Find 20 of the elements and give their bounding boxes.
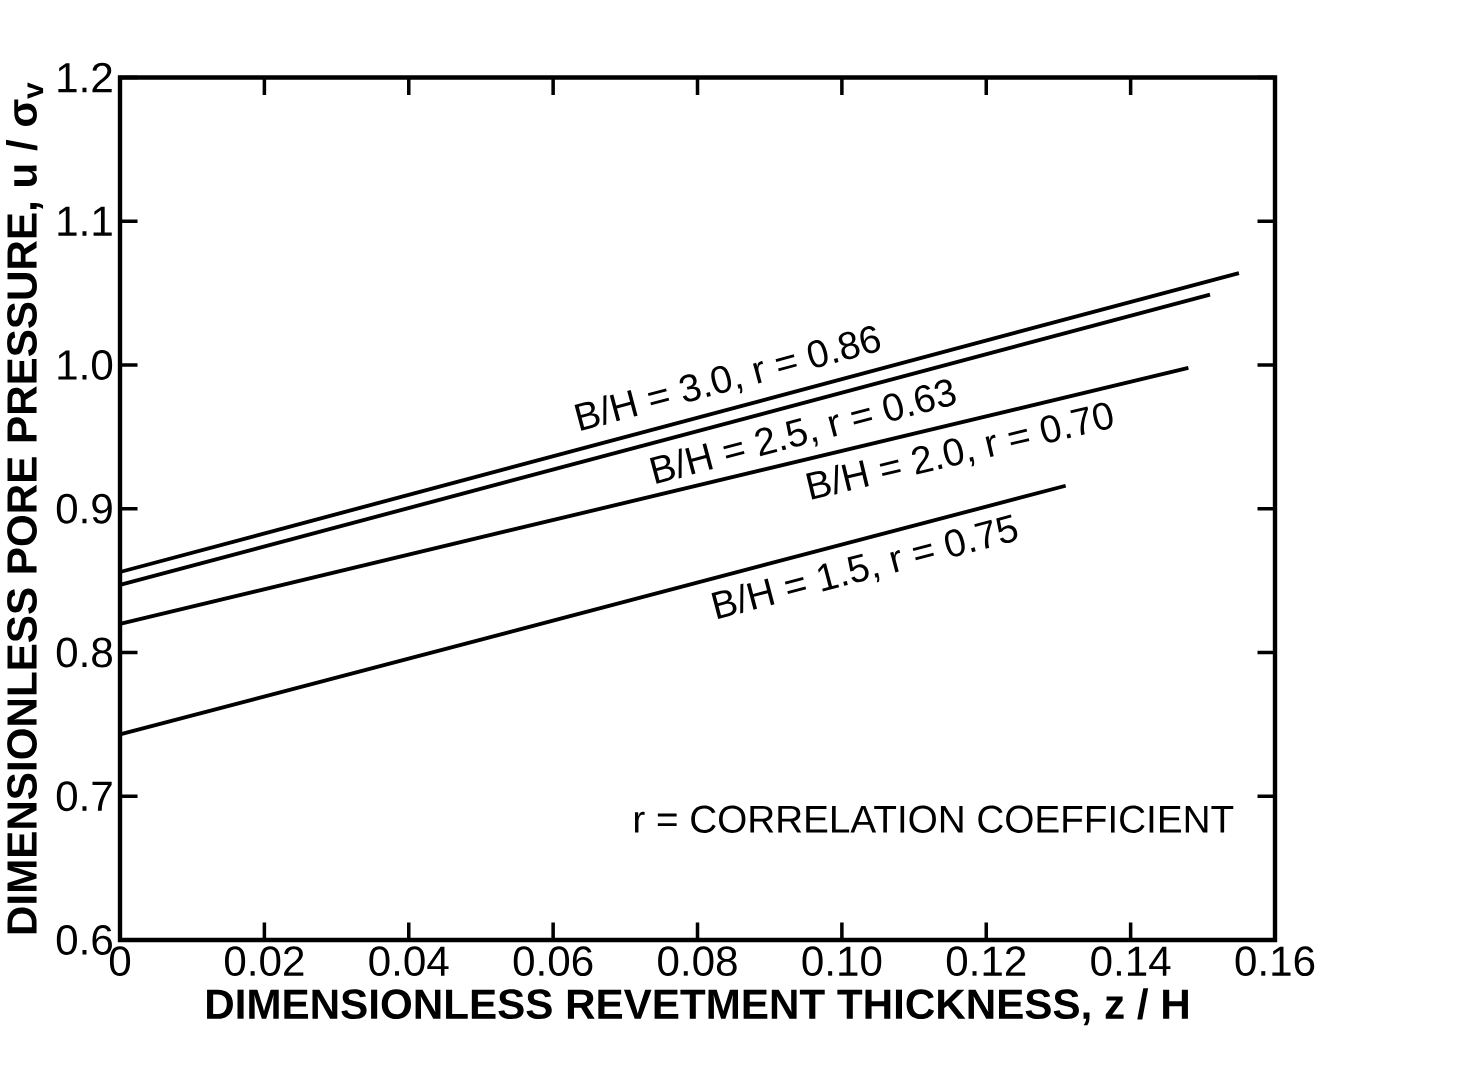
annotation: r = CORRELATION COEFFICIENT (634, 805, 1234, 834)
x-tick-label: 0.04 (369, 946, 449, 977)
x-tick-label: 0.10 (802, 946, 882, 977)
y-tick-label: 0.8 (56, 637, 112, 668)
text: B/H = 1.5, r = 0.75 (711, 514, 1018, 620)
x-tick-label: 0.08 (658, 946, 737, 977)
x-axis-title: DIMENSIONLESS REVETMENT THICKNESS, z / H (207, 988, 1188, 1026)
y-tick-label: 0.9 (56, 494, 112, 524)
x-tick-label: 0 (109, 946, 131, 977)
x-tick-label: 0.12 (946, 946, 1026, 977)
y-tick-label: 0.7 (56, 781, 112, 812)
y-tick-label: 1.2 (58, 63, 112, 93)
x-tick-label: 0.14 (1091, 946, 1171, 977)
y-axis-title: DIMENSIONLESS PORE PRESSURE, u / σ$_{v}$ (5, 82, 44, 934)
y-tick-label: 0.6 (56, 925, 112, 956)
x-tick-label: 0.16 (1235, 946, 1315, 977)
x-tick-label: 0.06 (513, 946, 593, 977)
y-tick-label: 1.0 (58, 350, 113, 381)
x-tick-label: 0.02 (224, 946, 304, 977)
y-tick-label: 1.1 (58, 206, 112, 237)
